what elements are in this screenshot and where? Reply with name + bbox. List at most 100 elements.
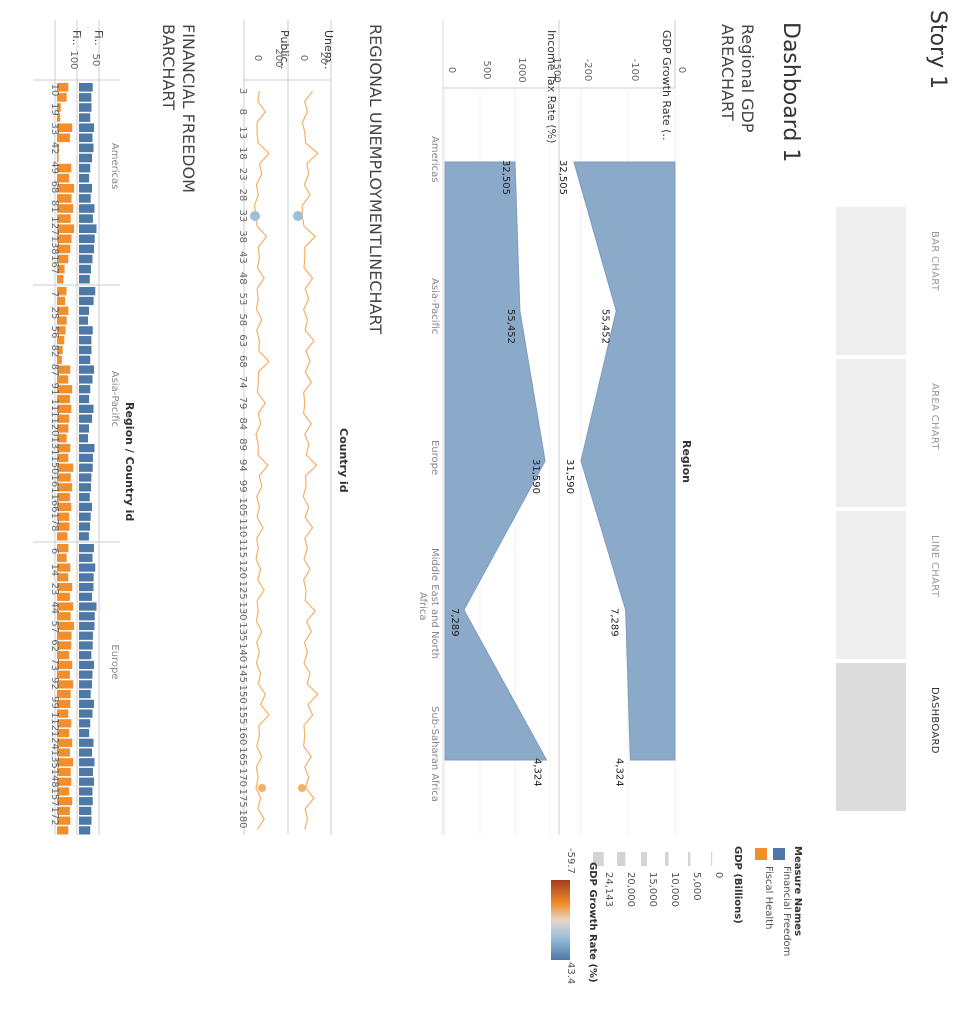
bar-fiscal-health[interactable] <box>57 758 74 767</box>
bar-fiscal-health[interactable] <box>57 365 71 374</box>
bar-financial-freedom[interactable] <box>79 194 91 203</box>
bar-fiscal-health[interactable] <box>57 394 70 404</box>
bar-fiscal-health[interactable] <box>57 728 70 738</box>
legend-color-ramp[interactable] <box>551 880 570 960</box>
bar-financial-freedom[interactable] <box>79 204 95 213</box>
bar-financial-freedom[interactable] <box>79 214 93 223</box>
bar-financial-freedom[interactable] <box>79 522 90 531</box>
bar-financial-freedom[interactable] <box>79 453 93 463</box>
bar-financial-freedom[interactable] <box>79 103 92 112</box>
bar-fiscal-health[interactable] <box>57 424 69 433</box>
bar-fiscal-health[interactable] <box>57 651 70 660</box>
bar-fiscal-health[interactable] <box>57 767 71 777</box>
bar-financial-freedom[interactable] <box>79 184 92 193</box>
bar-financial-freedom[interactable] <box>79 532 89 541</box>
bar-financial-freedom[interactable] <box>79 670 93 679</box>
bar-financial-freedom[interactable] <box>79 326 93 335</box>
bar-fiscal-health[interactable] <box>57 826 69 835</box>
bar-fiscal-health[interactable] <box>57 512 70 521</box>
bar-fiscal-health[interactable] <box>57 816 71 825</box>
bar-chart[interactable]: Region / Country id Fi.. Fi.. 50 100 Americas… <box>33 20 136 835</box>
bar-financial-freedom[interactable] <box>79 573 94 582</box>
bar-fiscal-health[interactable] <box>57 592 70 601</box>
bar-financial-freedom[interactable] <box>79 274 90 284</box>
story-tab-bar-chart[interactable]: BAR CHART <box>836 207 940 357</box>
legend-swatch[interactable] <box>773 848 785 860</box>
bar-financial-freedom[interactable] <box>79 434 88 443</box>
line-marker[interactable] <box>293 211 303 221</box>
bar-financial-freedom[interactable] <box>79 296 94 306</box>
bar-financial-freedom[interactable] <box>79 306 89 315</box>
bar-financial-freedom[interactable] <box>79 316 88 325</box>
bar-financial-freedom[interactable] <box>79 254 93 264</box>
bar-fiscal-health[interactable] <box>57 777 72 786</box>
bar-financial-freedom[interactable] <box>79 424 89 433</box>
bar-financial-freedom[interactable] <box>79 806 92 816</box>
bar-financial-freedom[interactable] <box>79 738 94 747</box>
bar-financial-freedom[interactable] <box>79 123 94 132</box>
unemployment-line[interactable] <box>301 90 319 830</box>
bar-financial-freedom[interactable] <box>79 375 93 384</box>
bar-financial-freedom[interactable] <box>79 758 95 767</box>
bar-financial-freedom[interactable] <box>79 512 91 521</box>
line-marker[interactable] <box>250 211 260 221</box>
bar-fiscal-health[interactable] <box>57 532 68 541</box>
bar-financial-freedom[interactable] <box>79 680 92 689</box>
line-marker[interactable] <box>298 784 306 792</box>
bar-fiscal-health[interactable] <box>57 434 67 443</box>
bar-financial-freedom[interactable] <box>79 631 93 640</box>
area-gdp-growth-shape[interactable] <box>573 161 676 761</box>
bar-fiscal-health[interactable] <box>57 254 69 264</box>
bar-financial-freedom[interactable] <box>79 563 96 572</box>
bar-financial-freedom[interactable] <box>79 153 93 163</box>
bar-financial-freedom[interactable] <box>79 787 93 796</box>
bar-fiscal-health[interactable] <box>57 143 59 153</box>
area-chart[interactable]: Region GDP Growth Rate (.. Income Tax Rate… <box>417 20 693 835</box>
bar-financial-freedom[interactable] <box>79 365 94 374</box>
bar-financial-freedom[interactable] <box>79 651 92 660</box>
bar-financial-freedom[interactable] <box>79 345 92 355</box>
bar-financial-freedom[interactable] <box>79 355 91 364</box>
bar-fiscal-health[interactable] <box>57 612 71 621</box>
bar-fiscal-health[interactable] <box>57 573 69 582</box>
bar-financial-freedom[interactable] <box>79 777 94 786</box>
bar-financial-freedom[interactable] <box>79 404 94 413</box>
bar-financial-freedom[interactable] <box>79 621 95 631</box>
bar-fiscal-health[interactable] <box>57 463 74 472</box>
public-debt-line[interactable] <box>253 90 270 830</box>
bar-fiscal-health[interactable] <box>57 93 67 102</box>
bar-fiscal-health[interactable] <box>57 163 72 173</box>
bar-fiscal-health[interactable] <box>57 274 64 284</box>
bar-fiscal-health[interactable] <box>57 287 67 296</box>
bar-financial-freedom[interactable] <box>79 173 90 183</box>
bar-fiscal-health[interactable] <box>57 443 71 453</box>
bar-fiscal-health[interactable] <box>57 153 59 163</box>
bar-financial-freedom[interactable] <box>79 244 94 254</box>
bar-fiscal-health[interactable] <box>57 660 73 670</box>
bar-fiscal-health[interactable] <box>57 690 71 699</box>
bar-financial-freedom[interactable] <box>79 224 97 233</box>
bar-financial-freedom[interactable] <box>79 264 91 274</box>
line-marker[interactable] <box>258 784 266 792</box>
story-tab-dashboard[interactable]: DASHBOARD <box>836 663 940 813</box>
bar-financial-freedom[interactable] <box>79 133 93 143</box>
bar-fiscal-health[interactable] <box>57 563 71 572</box>
bar-fiscal-health[interactable] <box>57 264 65 274</box>
bar-fiscal-health[interactable] <box>57 709 69 718</box>
bar-financial-freedom[interactable] <box>79 492 90 502</box>
bar-financial-freedom[interactable] <box>79 719 91 728</box>
bar-financial-freedom[interactable] <box>79 143 94 153</box>
bar-fiscal-health[interactable] <box>57 553 67 562</box>
bar-financial-freedom[interactable] <box>79 483 91 492</box>
bar-fiscal-health[interactable] <box>57 103 61 112</box>
bar-fiscal-health[interactable] <box>57 414 70 423</box>
bar-financial-freedom[interactable] <box>79 234 95 244</box>
bar-fiscal-health[interactable] <box>57 326 66 335</box>
bar-financial-freedom[interactable] <box>79 592 93 601</box>
bar-fiscal-health[interactable] <box>57 113 61 122</box>
bar-fiscal-health[interactable] <box>57 621 75 631</box>
bar-fiscal-health[interactable] <box>57 224 75 233</box>
bar-fiscal-health[interactable] <box>57 296 66 306</box>
bar-financial-freedom[interactable] <box>79 699 94 708</box>
